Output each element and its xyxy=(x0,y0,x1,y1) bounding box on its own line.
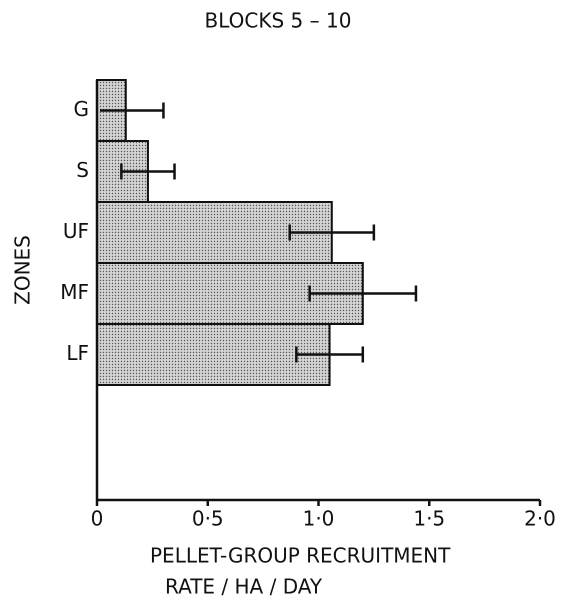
error-bar xyxy=(288,224,376,241)
x-tick-label: 2·0 xyxy=(524,507,556,531)
error-bar xyxy=(295,346,365,363)
error-bar xyxy=(100,102,165,119)
y-tick-label: S xyxy=(76,158,89,182)
x-axis-label: PELLET-GROUP RECRUITMENT xyxy=(150,544,451,568)
error-bar xyxy=(308,285,418,302)
x-tick-label: 1·5 xyxy=(413,507,445,531)
y-tick-label: LF xyxy=(66,341,89,365)
x-axis-label: RATE / HA / DAY xyxy=(165,575,323,599)
x-tick-label: 0 xyxy=(91,507,104,531)
y-tick-label: G xyxy=(74,97,90,121)
x-tick-label: 1·0 xyxy=(303,507,335,531)
chart-title: BLOCKS 5 – 10 xyxy=(205,9,352,33)
y-axis-label: ZONES xyxy=(11,235,35,305)
y-tick-label: MF xyxy=(60,280,89,304)
error-bar xyxy=(120,163,176,180)
y-tick-label: UF xyxy=(63,219,89,243)
x-tick-label: 0·5 xyxy=(192,507,224,531)
bar xyxy=(96,323,331,386)
